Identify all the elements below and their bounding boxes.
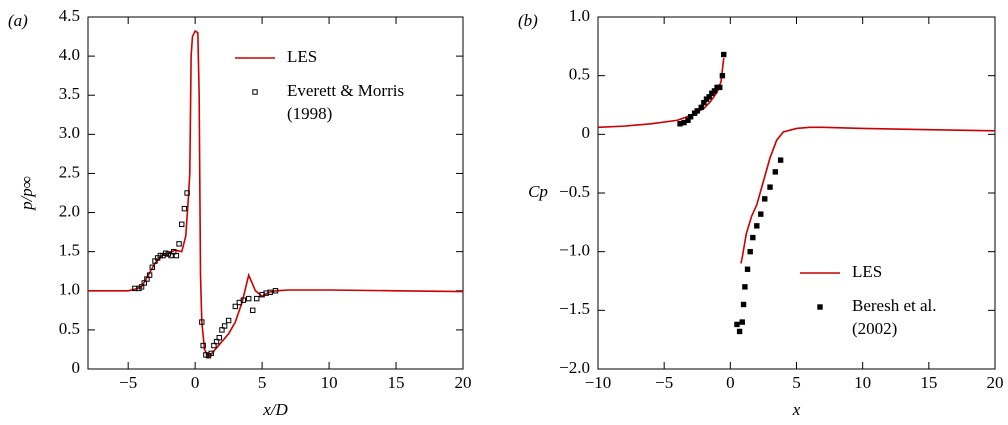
- legend-label: (1998): [287, 104, 332, 123]
- data-point: [184, 190, 190, 196]
- x-tick-label: −5: [119, 373, 137, 392]
- x-tick-label: 0: [191, 373, 200, 392]
- y-tick-label: −2.0: [559, 358, 590, 377]
- panel-label: (a): [8, 11, 28, 30]
- legend-marker: [817, 304, 823, 310]
- data-point: [272, 288, 279, 294]
- x-tick-label: 0: [726, 373, 735, 392]
- x-tick-label: 10: [321, 373, 338, 392]
- y-tick-label: 3.0: [59, 123, 80, 142]
- legend-label: Beresh et al.: [852, 296, 937, 315]
- data-line: [597, 57, 996, 264]
- data-point: [719, 72, 726, 79]
- y-tick-label: 1.0: [569, 6, 590, 25]
- data-point: [739, 319, 745, 325]
- data-point: [744, 266, 751, 272]
- x-tick-label: 5: [792, 373, 801, 392]
- data-point: [208, 350, 214, 357]
- y-tick-label: 2.5: [59, 162, 80, 181]
- data-point: [721, 51, 727, 58]
- data-point: [250, 307, 256, 314]
- x-axis-label: x/D: [262, 400, 288, 419]
- data-point: [772, 169, 779, 175]
- data-point: [758, 211, 764, 217]
- data-point: [200, 342, 206, 349]
- x-tick-label: −5: [655, 373, 673, 392]
- data-point: [267, 289, 273, 296]
- y-tick-label: −1.0: [559, 241, 590, 260]
- data-point: [246, 295, 252, 302]
- x-tick-label: 5: [258, 373, 267, 392]
- data-point: [694, 108, 700, 114]
- data-point: [173, 252, 180, 259]
- data-line: [88, 29, 464, 359]
- plot-frame: [87, 16, 464, 370]
- data-point: [736, 328, 743, 335]
- y-tick-label: 0: [72, 358, 81, 377]
- data-point: [754, 223, 760, 229]
- y-tick-label: −1.5: [559, 299, 590, 318]
- x-tick-label: 10: [854, 373, 871, 392]
- data-point: [767, 184, 773, 190]
- data-point: [254, 295, 260, 302]
- x-tick-label: −10: [585, 373, 612, 392]
- y-tick-label: 1.5: [59, 241, 80, 260]
- data-point: [232, 303, 239, 310]
- data-point: [747, 248, 753, 255]
- data-point: [734, 321, 740, 328]
- data-point: [176, 241, 182, 247]
- y-tick-label: 4.0: [59, 45, 80, 64]
- data-point: [777, 157, 784, 163]
- x-tick-label: 20: [455, 373, 472, 392]
- y-tick-label: 0: [582, 123, 591, 142]
- panel-label: (b): [518, 11, 538, 30]
- data-point: [221, 323, 228, 329]
- data-point: [750, 234, 756, 241]
- y-tick-label: 1.0: [59, 280, 80, 299]
- data-point: [717, 84, 723, 91]
- y-tick-label: 3.5: [59, 84, 80, 103]
- data-point: [698, 104, 704, 111]
- legend-label: (2002): [852, 319, 897, 338]
- x-axis-label: x: [792, 400, 801, 419]
- data-point: [181, 205, 188, 212]
- data-point: [179, 221, 185, 227]
- legend-marker: [252, 89, 258, 95]
- plot-frame: [597, 16, 996, 370]
- data-point: [740, 301, 747, 308]
- data-point: [225, 317, 232, 324]
- y-tick-label: 2.0: [59, 201, 80, 220]
- data-point: [240, 297, 247, 303]
- y-tick-label: 0.5: [569, 65, 590, 84]
- legend-label: Everett & Morris: [287, 81, 404, 100]
- data-point: [149, 264, 155, 271]
- y-axis-label: p/p∞: [17, 176, 36, 211]
- y-tick-label: 4.5: [59, 6, 80, 25]
- legend-label: LES: [852, 262, 882, 281]
- y-tick-label: 0.5: [59, 319, 80, 338]
- x-tick-label: 15: [388, 373, 405, 392]
- data-point: [146, 272, 153, 278]
- data-point: [742, 284, 748, 290]
- x-tick-label: 20: [987, 373, 1004, 392]
- legend-label: LES: [287, 47, 317, 66]
- data-point: [216, 335, 222, 341]
- y-tick-label: −0.5: [559, 182, 590, 201]
- y-axis-label: Cp: [528, 182, 548, 201]
- data-point: [762, 196, 768, 202]
- data-point: [687, 114, 694, 120]
- data-point: [199, 319, 205, 325]
- x-tick-label: 15: [920, 373, 937, 392]
